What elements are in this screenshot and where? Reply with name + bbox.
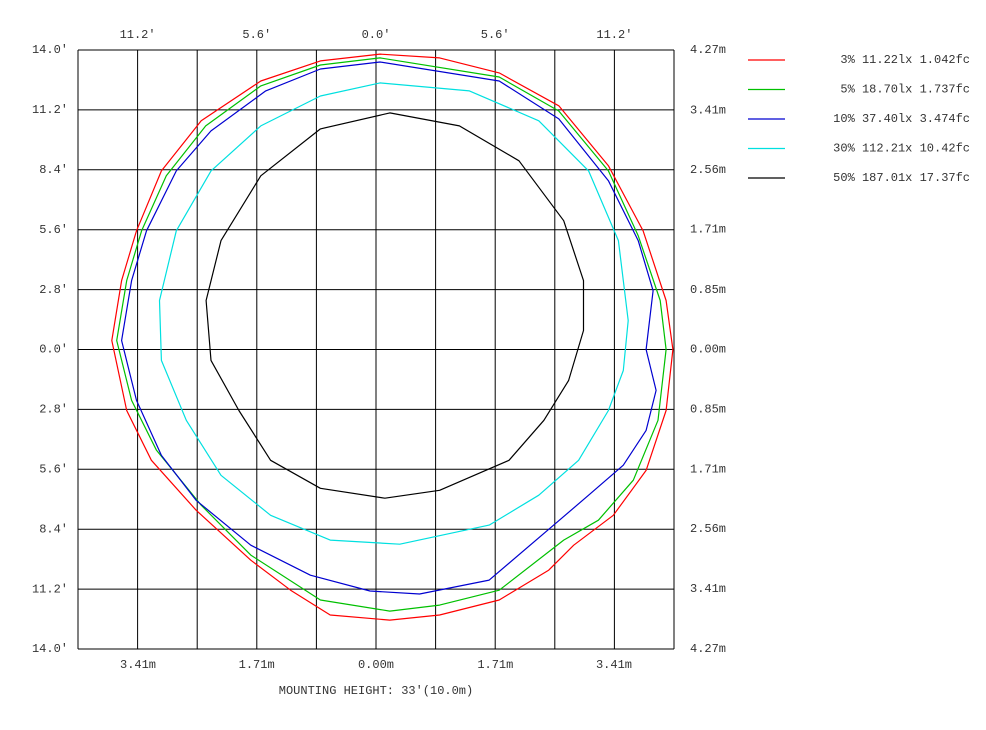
y2-tick-label: 4.27m — [690, 642, 726, 656]
x-axis-label: MOUNTING HEIGHT: 33'(10.0m) — [279, 684, 473, 698]
y2-tick-label: 3.41m — [690, 103, 726, 117]
isolux-contour — [111, 53, 674, 621]
y-tick-label: 11.2' — [32, 103, 68, 117]
y-tick-label: 14.0' — [32, 43, 68, 57]
y-tick-label: 8.4' — [39, 163, 68, 177]
y2-tick-label: 1.71m — [690, 223, 726, 237]
x2-tick-label: 3.41m — [596, 658, 632, 672]
y-tick-label: 0.0' — [39, 343, 68, 357]
isolux-contour — [158, 82, 629, 545]
isolux-contour — [205, 112, 585, 499]
legend-label: 50% 187.01x 17.37fc — [833, 171, 970, 185]
y-tick-label: 2.8' — [39, 403, 68, 417]
y2-tick-label: 0.00m — [690, 343, 726, 357]
legend-label: 3% 11.22lx 1.042fc — [840, 53, 970, 67]
y2-tick-label: 1.71m — [690, 463, 726, 477]
x2-tick-label: 3.41m — [120, 658, 156, 672]
y2-tick-label: 4.27m — [690, 43, 726, 57]
y2-tick-label: 0.85m — [690, 283, 726, 297]
x2-tick-label: 1.71m — [477, 658, 513, 672]
y2-tick-label: 2.56m — [690, 522, 726, 536]
x-tick-label: 11.2' — [120, 28, 156, 42]
y-tick-label: 5.6' — [39, 462, 68, 476]
x2-tick-label: 0.00m — [358, 658, 394, 672]
legend-label: 5% 18.70lx 1.737fc — [840, 83, 970, 97]
x-tick-label: 5.6' — [481, 28, 510, 42]
y2-tick-label: 0.85m — [690, 402, 726, 416]
y-tick-label: 2.8' — [39, 283, 68, 297]
x-tick-label: 11.2' — [596, 28, 632, 42]
y-tick-label: 5.6' — [39, 223, 68, 237]
y-tick-label: 8.4' — [39, 522, 68, 536]
x2-tick-label: 1.71m — [239, 658, 275, 672]
y2-tick-label: 2.56m — [690, 163, 726, 177]
legend-label: 30% 112.21x 10.42fc — [833, 142, 970, 156]
x-tick-label: 0.0' — [362, 28, 391, 42]
y-tick-label: 11.2' — [32, 582, 68, 596]
legend-label: 10% 37.40lx 3.474fc — [833, 112, 970, 126]
isolux-contour — [121, 61, 657, 595]
y-tick-label: 14.0' — [32, 642, 68, 656]
x-tick-label: 5.6' — [242, 28, 271, 42]
y2-tick-label: 3.41m — [690, 582, 726, 596]
isolux-contour — [116, 57, 667, 612]
